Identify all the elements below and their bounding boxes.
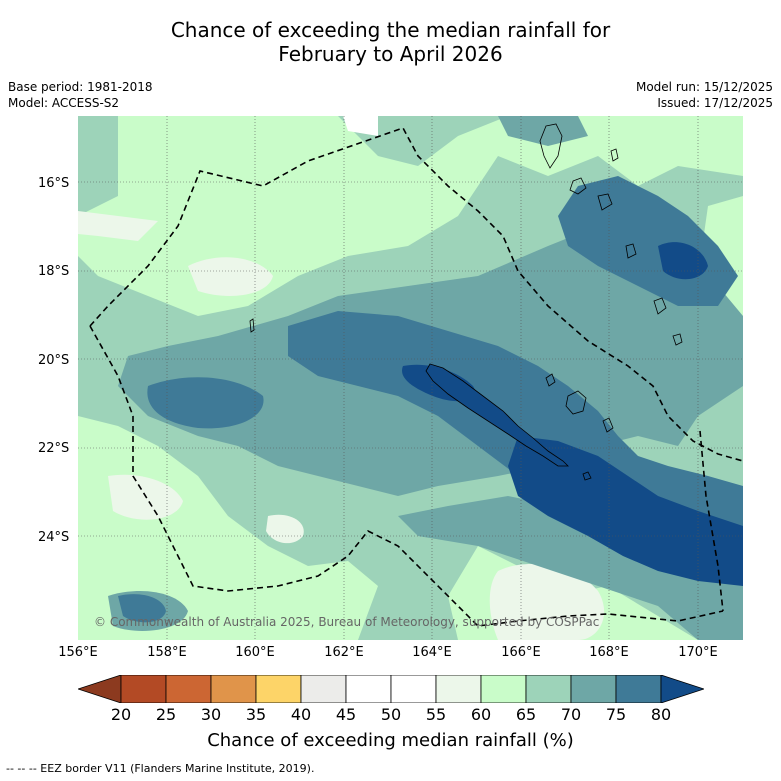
band-70-75-north <box>498 116 588 146</box>
colorbar-cell <box>570 675 617 703</box>
vanuatu-aneityum <box>672 333 683 346</box>
new-caledonia-island <box>425 363 569 467</box>
lon-label-160e: 160°E <box>235 645 275 660</box>
colorbar-tick-65: 65 <box>515 705 537 724</box>
meta-right: Model run: 15/12/2025 Issued: 17/12/2025 <box>636 79 773 111</box>
colorbar-cell <box>480 675 527 703</box>
loyalty-island-mare <box>602 417 614 433</box>
band-50-55-north <box>343 116 378 136</box>
base-period: Base period: 1981-2018 <box>8 80 153 94</box>
colorbar-tick-35: 35 <box>245 705 267 724</box>
eez-border-east <box>699 430 724 612</box>
colorbar-tick-60: 60 <box>470 705 492 724</box>
meta-left: Base period: 1981-2018 Model: ACCESS-S2 <box>8 79 153 111</box>
colorbar-cell <box>345 675 392 703</box>
lat-label-24s: 24°S <box>38 530 70 545</box>
lat-label-16s: 16°S <box>38 176 70 191</box>
band-75-80-west <box>147 377 264 429</box>
eez-footnote: -- -- -- EEZ border V11 (Flanders Marine… <box>6 762 315 775</box>
colorbar-tick-45: 45 <box>335 705 357 724</box>
lon-label-170e: 170°E <box>678 645 718 660</box>
issued-date: Issued: 17/12/2025 <box>657 96 773 110</box>
band-55-60-b <box>188 257 273 296</box>
lon-label-158e: 158°E <box>147 645 187 660</box>
lon-label-164e: 164°E <box>412 645 452 660</box>
colorbar-cell <box>390 675 437 703</box>
band-55-60-a <box>78 211 158 241</box>
band-60-65-southwest <box>78 416 378 640</box>
vanuatu-ambae <box>610 148 619 162</box>
colorbar-tick-80: 80 <box>650 705 672 724</box>
lat-label-20s: 20°S <box>38 353 70 368</box>
loyalty-island-lifou <box>565 390 587 415</box>
colorbar-tick-25: 25 <box>155 705 177 724</box>
colorbar-tick-30: 30 <box>200 705 222 724</box>
vanuatu-tanna <box>653 297 667 315</box>
model-run: Model run: 15/12/2025 <box>635 80 773 94</box>
colorbar-tick-40: 40 <box>290 705 312 724</box>
band-75-80-southwest <box>118 594 166 623</box>
colorbar-tick-55: 55 <box>425 705 447 724</box>
colorbar-cell <box>210 675 257 703</box>
colorbar-cells <box>78 675 704 703</box>
band-80-plus-north <box>658 242 708 280</box>
copyright-text: © Commonwealth of Australia 2025, Bureau… <box>94 615 599 629</box>
eez-border-north <box>89 127 743 462</box>
rainfall-map: © Commonwealth of Australia 2025, Bureau… <box>78 116 743 640</box>
eez-border-south <box>89 325 724 627</box>
title-line-1: Chance of exceeding the median rainfall … <box>170 18 611 42</box>
vanuatu-erromango <box>625 243 637 259</box>
colorbar-cell <box>525 675 572 703</box>
colorbar-extend-low <box>78 675 122 703</box>
isle-of-pines <box>582 471 592 481</box>
colorbar-cell <box>615 675 662 703</box>
colorbar <box>78 675 704 703</box>
title-line-2: February to April 2026 <box>278 42 503 66</box>
lat-label-22s: 22°S <box>38 441 70 456</box>
colorbar-extend-high <box>660 675 704 703</box>
band-80-plus-south <box>508 436 743 586</box>
colorbar-tick-70: 70 <box>560 705 582 724</box>
lon-label-162e: 162°E <box>324 645 364 660</box>
lon-label-168e: 168°E <box>589 645 629 660</box>
colorbar-tick-50: 50 <box>380 705 402 724</box>
colorbar-cell <box>255 675 302 703</box>
colorbar-cell <box>435 675 482 703</box>
map-title: Chance of exceeding the median rainfall … <box>0 18 781 66</box>
vanuatu-efate <box>597 193 613 211</box>
colorbar-tick-75: 75 <box>605 705 627 724</box>
band-55-60-e <box>489 563 605 640</box>
vanuatu-espiritu-santo <box>539 123 563 169</box>
colorbar-title: Chance of exceeding median rainfall (%) <box>207 730 574 751</box>
colorbar-cell <box>165 675 212 703</box>
colorbar-cell <box>300 675 347 703</box>
chesterfield-islands <box>249 318 255 333</box>
colorbar-tick-20: 20 <box>110 705 132 724</box>
model-name: Model: ACCESS-S2 <box>8 96 120 110</box>
loyalty-island-ouvea <box>545 373 556 387</box>
vanuatu-malekula <box>569 177 587 195</box>
lon-label-156e: 156°E <box>58 645 98 660</box>
colorbar-cell <box>120 675 167 703</box>
lat-label-18s: 18°S <box>38 264 70 279</box>
lon-label-166e: 166°E <box>501 645 541 660</box>
